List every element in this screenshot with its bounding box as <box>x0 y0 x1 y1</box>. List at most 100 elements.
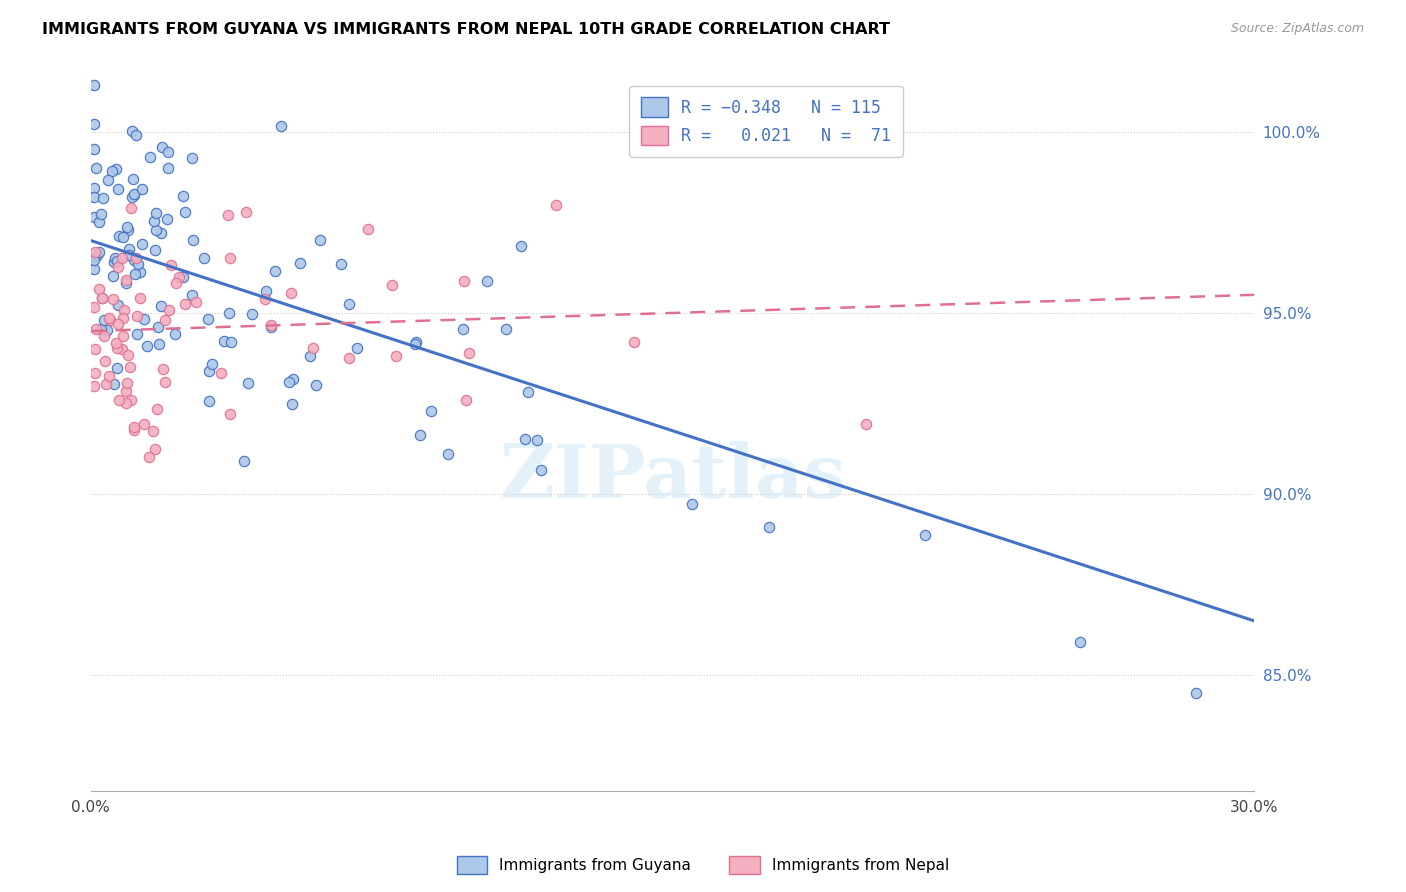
Point <box>150 299 173 313</box>
Point <box>117 348 139 362</box>
Point <box>107 298 129 312</box>
Point <box>139 150 162 164</box>
Point <box>120 393 142 408</box>
Point <box>83 142 105 156</box>
Point <box>173 204 195 219</box>
Point <box>453 275 475 289</box>
Point <box>260 320 283 334</box>
Point <box>198 364 221 378</box>
Point <box>145 223 167 237</box>
Point <box>405 335 427 350</box>
Point <box>83 262 105 277</box>
Point <box>84 322 107 336</box>
Point <box>91 291 114 305</box>
Point <box>93 328 115 343</box>
Point <box>456 393 478 408</box>
Point <box>101 292 124 306</box>
Point <box>114 396 136 410</box>
Point <box>150 139 173 153</box>
Point <box>132 417 155 431</box>
Point <box>87 244 110 259</box>
Point <box>98 310 121 325</box>
Point <box>546 197 568 211</box>
Point <box>219 251 242 265</box>
Point <box>193 251 215 265</box>
Point <box>281 397 304 411</box>
Point <box>111 251 134 265</box>
Point <box>115 219 138 234</box>
Point <box>143 442 166 456</box>
Legend: Immigrants from Guyana, Immigrants from Nepal: Immigrants from Guyana, Immigrants from … <box>450 850 956 880</box>
Point <box>90 207 112 221</box>
Point <box>623 335 645 350</box>
Point <box>142 424 165 438</box>
Point <box>530 463 553 477</box>
Point <box>153 313 176 327</box>
Point <box>104 335 127 350</box>
Point <box>420 404 443 418</box>
Point <box>103 254 125 268</box>
Point <box>90 321 112 335</box>
Point <box>107 392 129 407</box>
Point <box>104 161 127 176</box>
Point <box>409 428 432 442</box>
Text: IMMIGRANTS FROM GUYANA VS IMMIGRANTS FROM NEPAL 10TH GRADE CORRELATION CHART: IMMIGRANTS FROM GUYANA VS IMMIGRANTS FRO… <box>42 22 890 37</box>
Point <box>346 341 368 355</box>
Point <box>83 210 105 224</box>
Point <box>125 327 148 342</box>
Point <box>83 117 105 131</box>
Point <box>157 161 180 176</box>
Point <box>120 202 142 216</box>
Point <box>100 313 122 327</box>
Point <box>107 318 129 332</box>
Point <box>117 223 139 237</box>
Point <box>114 273 136 287</box>
Point <box>138 450 160 464</box>
Point <box>180 288 202 302</box>
Point <box>108 229 131 244</box>
Point <box>305 378 328 392</box>
Point <box>135 338 157 352</box>
Point <box>855 417 877 431</box>
Point <box>103 268 125 283</box>
Point <box>299 350 322 364</box>
Point <box>337 351 360 365</box>
Point <box>174 297 197 311</box>
Point <box>117 248 139 262</box>
Point <box>131 237 153 252</box>
Point <box>87 282 110 296</box>
Point <box>156 212 179 227</box>
Point <box>111 311 134 326</box>
Point <box>218 306 240 320</box>
Point <box>103 376 125 391</box>
Point <box>104 251 127 265</box>
Point <box>260 318 283 332</box>
Point <box>172 188 194 202</box>
Point <box>111 329 134 343</box>
Point <box>146 320 169 334</box>
Point <box>914 528 936 542</box>
Point <box>145 206 167 220</box>
Point <box>97 173 120 187</box>
Point <box>122 420 145 434</box>
Point <box>165 326 187 341</box>
Point <box>125 309 148 323</box>
Point <box>86 247 108 261</box>
Point <box>458 346 481 360</box>
Point <box>214 334 236 348</box>
Point <box>83 78 105 92</box>
Point <box>117 376 139 390</box>
Point <box>157 145 180 159</box>
Point <box>181 151 204 165</box>
Text: ZIPatlas: ZIPatlas <box>499 441 846 514</box>
Point <box>186 295 208 310</box>
Point <box>681 497 703 511</box>
Point <box>132 312 155 326</box>
Point <box>122 253 145 268</box>
Point <box>181 234 204 248</box>
Point <box>83 181 105 195</box>
Point <box>219 407 242 421</box>
Point <box>281 372 304 386</box>
Point <box>495 321 517 335</box>
Point <box>301 341 323 355</box>
